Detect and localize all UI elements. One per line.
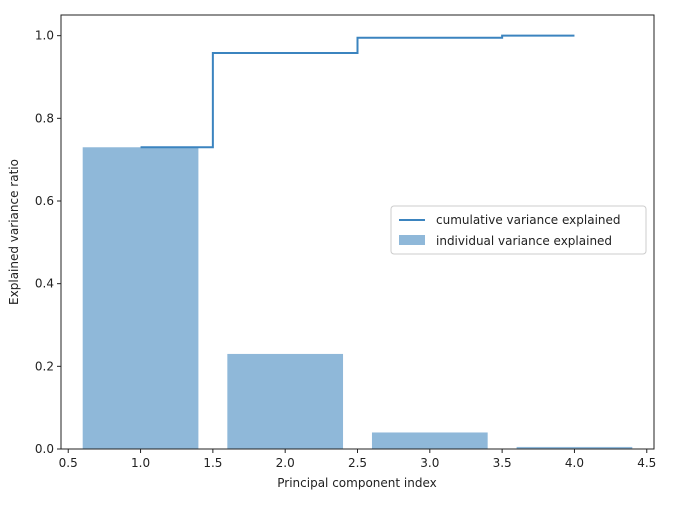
x-tick-label: 3.5 — [493, 456, 512, 470]
legend-box — [390, 205, 647, 255]
bar-3 — [371, 432, 488, 449]
y-tick-label: 0.6 — [35, 194, 54, 208]
bar-4 — [516, 446, 633, 449]
x-tick-label: 2.5 — [348, 456, 367, 470]
bar-1 — [82, 147, 199, 449]
x-tick-label: 4.5 — [637, 456, 656, 470]
legend: cumulative variance explained individual… — [390, 205, 647, 255]
y-axis-label: Explained variance ratio — [7, 159, 21, 305]
x-tick-label: 0.5 — [59, 456, 78, 470]
cumulative-step-line — [140, 34, 575, 149]
x-axis-label: Principal component index — [277, 476, 436, 490]
legend-individual-swatch — [399, 235, 425, 245]
legend-individual-label: individual variance explained — [436, 234, 612, 248]
legend-cumulative-label: cumulative variance explained — [436, 213, 621, 227]
y-tick-label: 0.8 — [35, 111, 54, 125]
bar-2 — [227, 353, 344, 449]
y-tick-label: 0.2 — [35, 359, 54, 373]
y-tick-label: 1.0 — [35, 29, 54, 43]
x-tick-label: 3.0 — [420, 456, 439, 470]
x-tick-label: 4.0 — [565, 456, 584, 470]
x-tick-label: 2.0 — [276, 456, 295, 470]
x-tick-label: 1.5 — [203, 456, 222, 470]
y-tick-label: 0.0 — [35, 442, 54, 456]
x-tick-label: 1.0 — [131, 456, 150, 470]
y-tick-label: 0.4 — [35, 277, 54, 291]
